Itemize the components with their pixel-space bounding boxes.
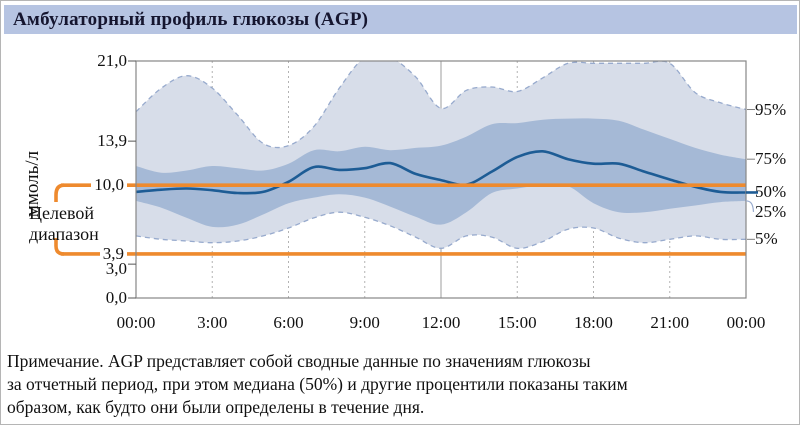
- page-title: Амбулаторный профиль глюкозы (AGP): [13, 9, 369, 30]
- x-tick-label: 15:00: [497, 313, 537, 332]
- percentile-label: 50%: [755, 182, 787, 202]
- y-tick-label: 13,9: [97, 131, 127, 151]
- target-bracket-top: [54, 183, 65, 202]
- band-95-edge: [136, 61, 746, 149]
- note-paragraph: Примечание. AGP представляет собой сводн…: [7, 350, 799, 419]
- percentile-label: 25%: [755, 201, 787, 221]
- note-line: образом, как будто они были определены в…: [7, 397, 425, 417]
- report-header-banner: Амбулаторный профиль глюкозы (AGP): [4, 5, 797, 34]
- agp-chart: [54, 60, 758, 299]
- note-line: за отчетный период, при этом медиана (50…: [7, 374, 628, 394]
- note-line: Примечание. AGP представляет собой сводн…: [7, 351, 591, 371]
- x-tick-label: 3:00: [197, 313, 228, 332]
- x-tick-label: 21:00: [650, 313, 690, 332]
- median-line: [136, 149, 746, 195]
- band-25-75: [136, 118, 746, 228]
- y-tick-label: 10,0: [91, 176, 127, 195]
- x-tick-label: 9:00: [349, 313, 380, 332]
- percentile-label: 75%: [755, 149, 787, 169]
- percentile-bands: [136, 61, 746, 250]
- y-tick-label: 3,9: [99, 244, 127, 263]
- x-tick-label: 6:00: [273, 313, 304, 332]
- percentile-label: 95%: [755, 99, 787, 119]
- x-tick-label: 00:00: [116, 313, 156, 332]
- percentile-label: 5%: [755, 229, 778, 249]
- target-range-label: Целевой диапазон: [29, 203, 137, 245]
- y-tick-label: 21,0: [97, 51, 127, 70]
- y-tick-label: 0,0: [105, 288, 127, 307]
- target-range-label-line1: Целевой: [29, 203, 94, 223]
- y-tick-label: 3,0: [105, 259, 127, 279]
- x-tick-label: 12:00: [421, 313, 461, 332]
- target-range-label-line2: диапазон: [29, 224, 99, 244]
- target-bracket-bottom: [54, 238, 65, 256]
- percentile-connector-curve: [745, 200, 755, 212]
- plot-border: [135, 60, 747, 299]
- x-tick-label: 00:00: [726, 313, 766, 332]
- band-5-edge: [136, 211, 746, 250]
- x-tick-label: 18:00: [574, 313, 613, 332]
